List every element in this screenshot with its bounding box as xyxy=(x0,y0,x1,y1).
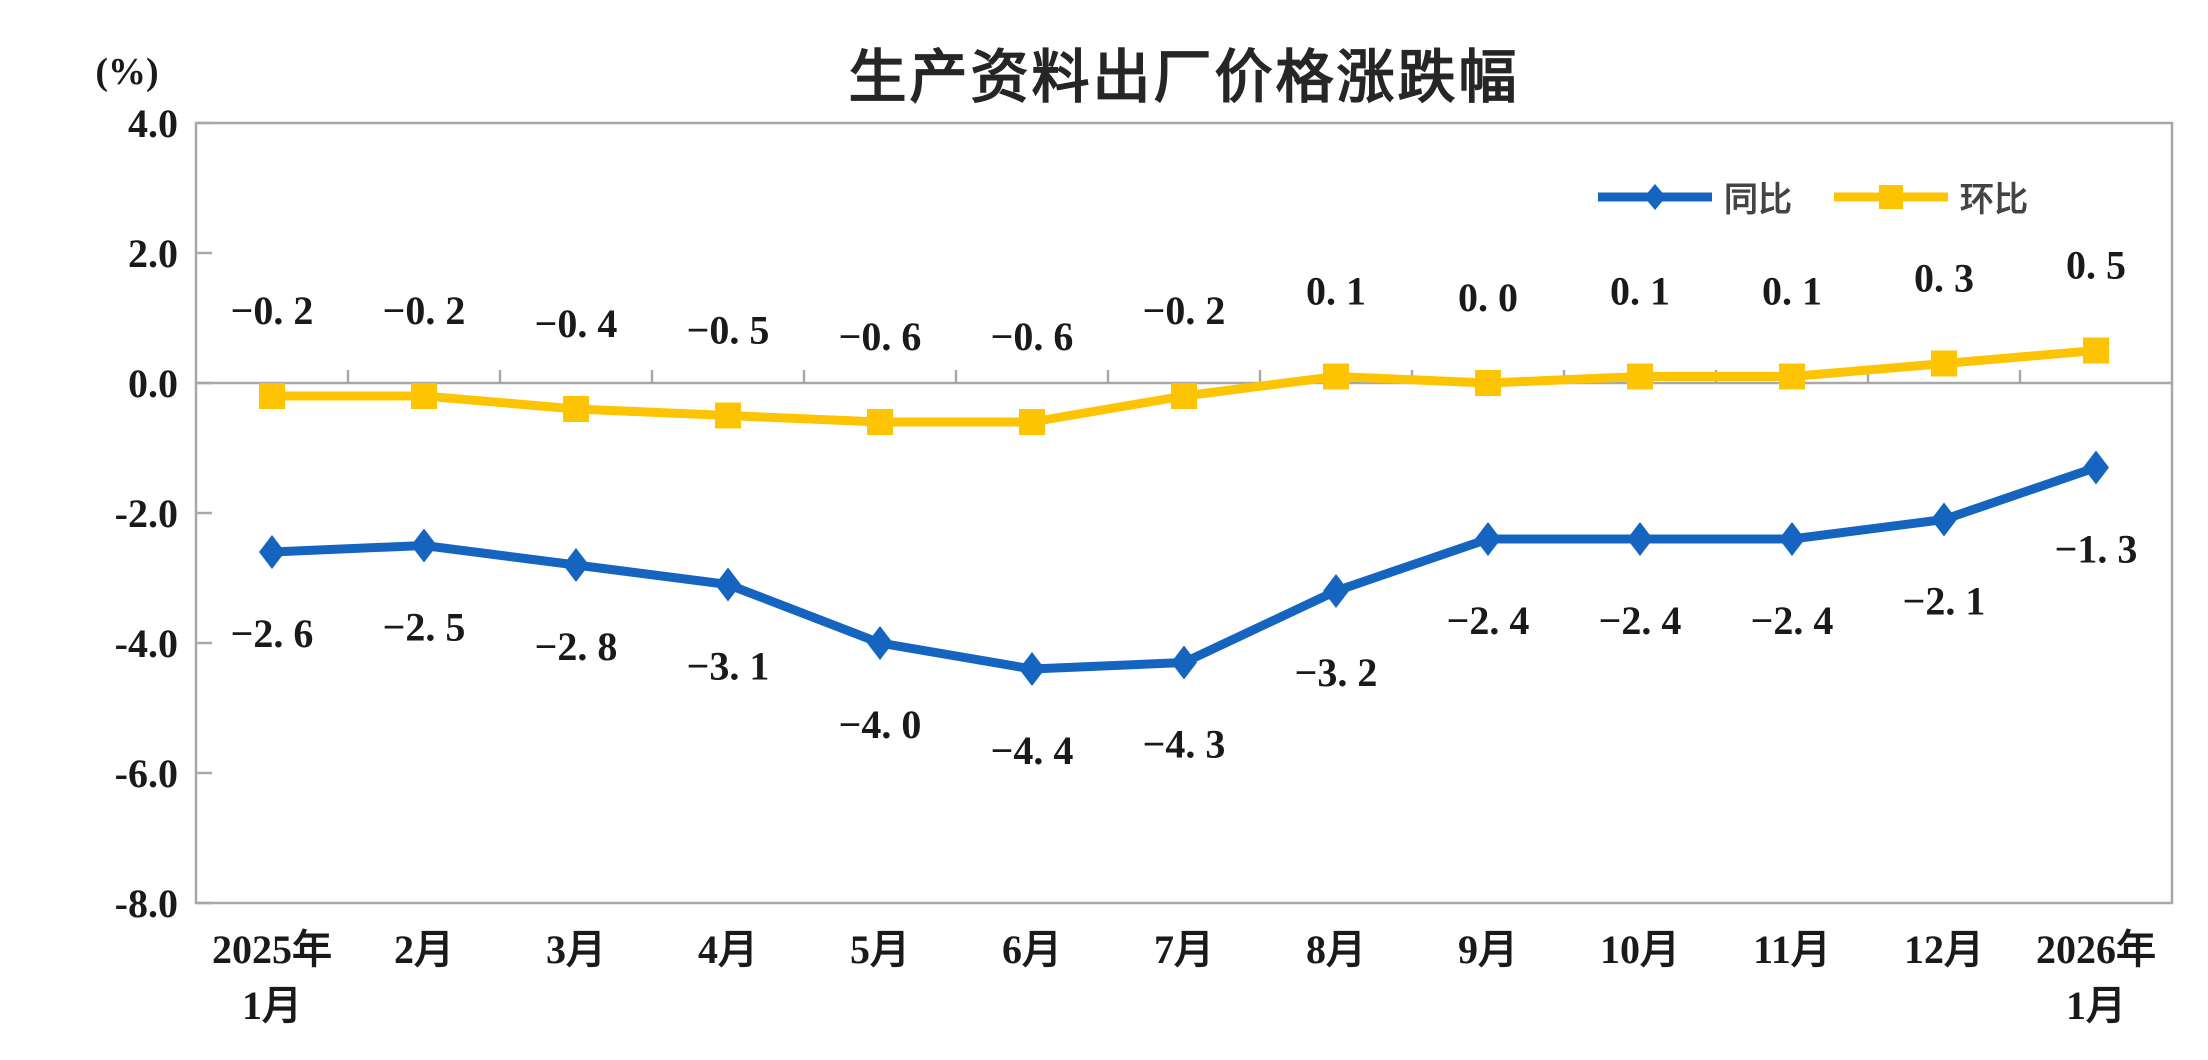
data-point-marker xyxy=(1475,522,1501,556)
data-label: −3. 1 xyxy=(687,644,770,689)
y-tick-label: -6.0 xyxy=(115,751,178,796)
data-point-marker xyxy=(1019,409,1045,435)
x-tick-label: 6月 xyxy=(1002,927,1062,972)
data-label: −4. 0 xyxy=(839,702,922,747)
legend-label: 同比 xyxy=(1724,181,1792,219)
x-tick-label: 5月 xyxy=(850,927,910,972)
data-label: −2. 1 xyxy=(1903,579,1986,624)
y-tick-label: -4.0 xyxy=(115,621,178,666)
data-point-marker xyxy=(2083,450,2109,485)
x-tick-label: 3月 xyxy=(546,927,606,972)
data-point-marker xyxy=(715,402,741,429)
data-label: 0. 1 xyxy=(1306,269,1366,314)
y-tick-label: -2.0 xyxy=(115,491,178,536)
data-label: 0. 1 xyxy=(1762,269,1822,314)
x-tick-label: 12月 xyxy=(1904,927,1984,972)
data-label: 0. 5 xyxy=(2066,243,2126,288)
data-point-marker xyxy=(715,567,741,602)
data-point-marker xyxy=(1171,645,1197,680)
data-label: −0. 6 xyxy=(991,314,1074,359)
data-point-marker xyxy=(563,548,589,582)
legend-marker-icon xyxy=(1598,183,1712,210)
data-point-marker xyxy=(1323,574,1349,608)
data-label: −4. 4 xyxy=(991,728,1074,773)
data-point-marker xyxy=(2083,337,2109,364)
x-tick-label: 4月 xyxy=(698,927,758,972)
x-tick-label: 8月 xyxy=(1306,927,1366,972)
data-label: −3. 2 xyxy=(1295,650,1378,695)
x-tick-label: 9月 xyxy=(1458,927,1518,972)
y-tick-label: 2.0 xyxy=(128,231,178,276)
data-point-marker xyxy=(867,626,893,660)
data-point-marker xyxy=(1171,383,1197,409)
data-point-marker xyxy=(1019,652,1045,686)
legend-label: 环比 xyxy=(1960,181,2028,219)
data-point-marker xyxy=(259,383,285,409)
y-tick-label: 0.0 xyxy=(128,361,178,406)
x-tick-label: 11月 xyxy=(1753,927,1831,972)
data-label: −0. 4 xyxy=(535,301,618,346)
data-point-marker xyxy=(1627,363,1653,390)
legend-marker-icon xyxy=(1834,184,1948,209)
plot-border xyxy=(194,121,2174,905)
x-tick-label: 7月 xyxy=(1154,927,1214,972)
chart-legend: 同比 环比 xyxy=(1596,172,2028,221)
data-label: 0. 0 xyxy=(1458,275,1518,320)
data-point-marker xyxy=(1931,350,1957,377)
data-point-marker xyxy=(411,528,437,563)
data-label: −0. 2 xyxy=(231,288,314,333)
data-point-marker xyxy=(1779,363,1805,390)
data-label: −0. 2 xyxy=(383,288,466,333)
x-tick-label: 2月 xyxy=(394,927,454,972)
data-label: −2. 8 xyxy=(535,624,618,669)
data-label: −2. 4 xyxy=(1599,598,1682,643)
data-label: −0. 5 xyxy=(687,308,770,353)
data-label: −1. 3 xyxy=(2055,527,2138,572)
data-point-marker xyxy=(563,396,589,422)
data-label: −0. 6 xyxy=(839,314,922,359)
data-point-marker xyxy=(1931,502,1957,537)
y-axis-unit-label: (%) xyxy=(95,51,159,93)
data-point-marker xyxy=(867,409,893,435)
data-label: −2. 4 xyxy=(1751,598,1834,643)
data-point-marker xyxy=(1323,363,1349,390)
data-label: −2. 5 xyxy=(383,605,466,650)
legend-item-同比: 同比 xyxy=(1596,172,1792,221)
x-tick-label: 2025年 1月 xyxy=(212,927,332,1028)
data-label: 0. 1 xyxy=(1610,269,1670,314)
data-point-marker xyxy=(259,535,285,569)
data-label: 0. 3 xyxy=(1914,256,1974,301)
data-point-marker xyxy=(411,383,437,409)
data-label: −2. 6 xyxy=(231,611,314,656)
y-tick-label: 4.0 xyxy=(128,101,178,146)
x-tick-label: 10月 xyxy=(1600,927,1680,972)
data-label: −2. 4 xyxy=(1447,598,1530,643)
data-label: −4. 3 xyxy=(1143,722,1226,767)
data-point-marker xyxy=(1779,522,1805,556)
data-label: −0. 2 xyxy=(1143,288,1226,333)
legend-item-环比: 环比 xyxy=(1832,172,2028,221)
data-point-marker xyxy=(1627,522,1653,556)
x-tick-label: 2026年 1月 xyxy=(2036,927,2156,1028)
data-point-marker xyxy=(1475,370,1501,396)
y-tick-label: -8.0 xyxy=(115,881,178,926)
chart-title: 生产资料出厂价格涨跌幅 xyxy=(848,45,1520,110)
